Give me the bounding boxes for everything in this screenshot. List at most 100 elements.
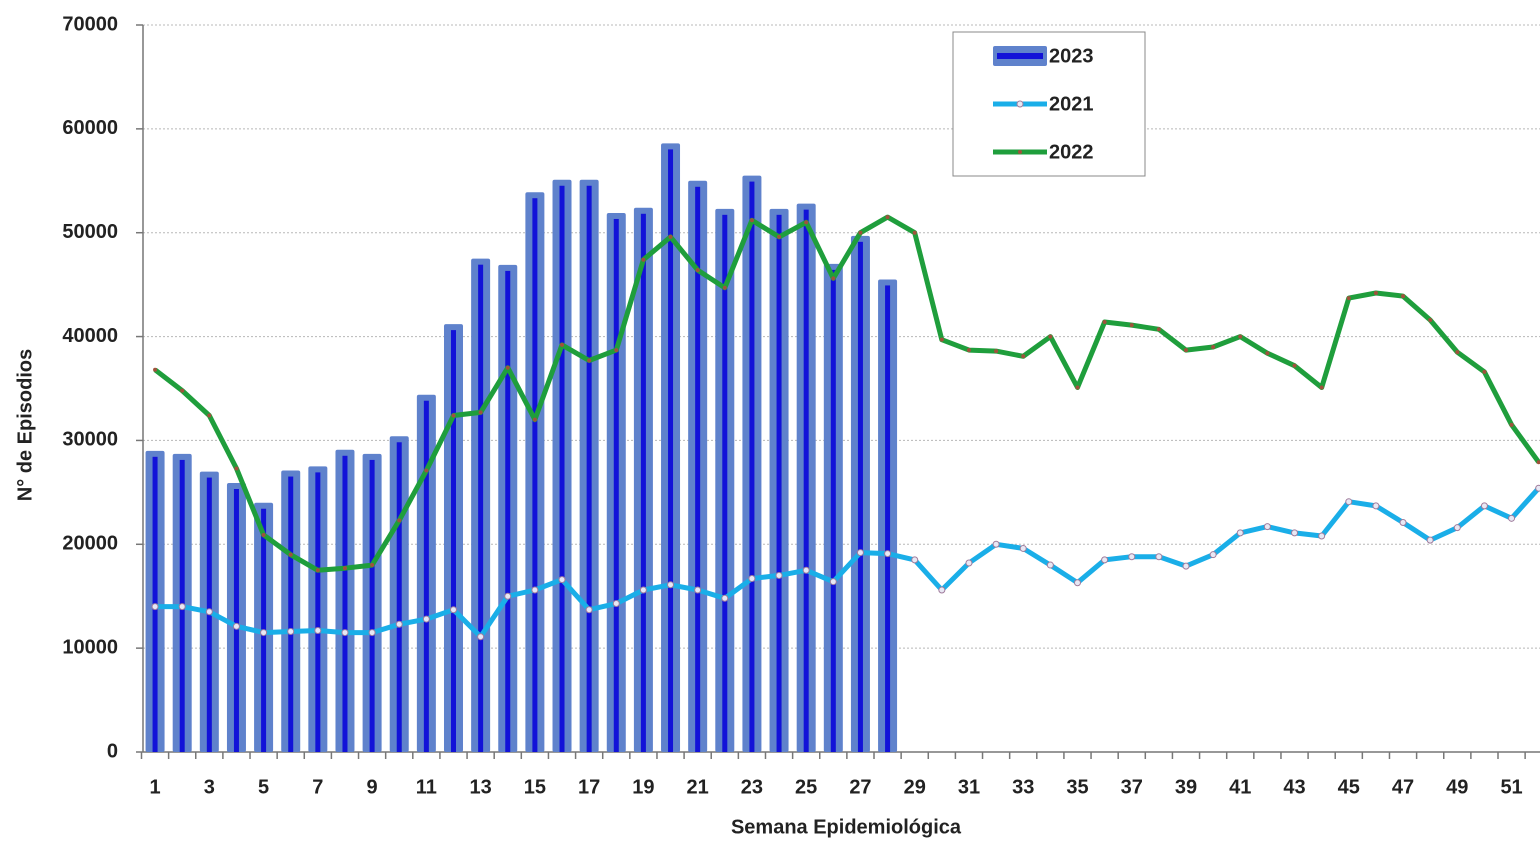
- point: [912, 230, 917, 235]
- point: [831, 276, 836, 281]
- bar-core: [803, 209, 809, 753]
- point: [858, 230, 863, 235]
- y-tick-label: 20000: [62, 533, 118, 555]
- point: [1101, 556, 1109, 564]
- x-tick-label: 11: [416, 776, 437, 798]
- point: [911, 556, 919, 564]
- bar-core: [586, 185, 592, 753]
- point: [207, 413, 212, 418]
- bar-core: [315, 472, 321, 752]
- point: [178, 603, 186, 611]
- y-axis-title: N° de Episodios: [14, 349, 36, 501]
- bar-core: [749, 181, 755, 753]
- legend-label: 2021: [1049, 93, 1094, 115]
- x-tick-label: 45: [1338, 776, 1360, 798]
- legend-label: 2023: [1049, 45, 1094, 67]
- point: [531, 586, 539, 594]
- point: [370, 563, 375, 568]
- point: [1182, 562, 1190, 570]
- point: [856, 549, 864, 557]
- point: [884, 550, 892, 558]
- bar-core: [830, 269, 836, 752]
- point: [1209, 551, 1217, 559]
- point: [1346, 296, 1351, 301]
- bar-core: [885, 285, 891, 752]
- x-tick-label: 27: [849, 776, 871, 798]
- point: [1155, 553, 1163, 561]
- x-tick-label: 17: [578, 776, 600, 798]
- x-tick-label: 43: [1283, 776, 1305, 798]
- point: [287, 628, 295, 636]
- point: [694, 586, 702, 594]
- point: [341, 629, 349, 637]
- bar-core: [423, 400, 429, 752]
- point: [966, 348, 971, 353]
- point: [449, 606, 457, 614]
- point: [1319, 385, 1324, 390]
- point: [885, 215, 890, 220]
- x-tick-label: 25: [795, 776, 817, 798]
- legend-marker: [1018, 150, 1022, 154]
- point: [1184, 348, 1189, 353]
- x-tick-label: 47: [1392, 776, 1414, 798]
- bar-core: [369, 459, 375, 752]
- bar-core: [233, 489, 239, 752]
- point: [721, 594, 729, 602]
- x-tick-label: 21: [687, 776, 709, 798]
- point: [560, 342, 565, 347]
- x-tick-label: 9: [367, 776, 378, 798]
- x-tick-label: 7: [312, 776, 323, 798]
- point: [749, 218, 754, 223]
- point: [965, 559, 973, 567]
- bar-core: [857, 241, 863, 752]
- point: [777, 234, 782, 239]
- point: [829, 578, 837, 586]
- bar-core: [695, 186, 701, 753]
- point: [1075, 385, 1080, 390]
- x-tick-label: 51: [1500, 776, 1522, 798]
- point: [994, 349, 999, 354]
- point: [1318, 532, 1326, 540]
- point: [1156, 327, 1161, 332]
- y-tick-label: 30000: [62, 429, 118, 451]
- bar-core: [559, 185, 565, 753]
- x-tick-label: 41: [1229, 776, 1251, 798]
- point: [1046, 561, 1054, 569]
- x-tick-label: 35: [1066, 776, 1088, 798]
- point: [1399, 518, 1407, 526]
- line: [155, 486, 1540, 640]
- y-tick-label: 0: [107, 740, 118, 762]
- point: [1536, 460, 1540, 465]
- point: [641, 257, 646, 262]
- point: [234, 466, 239, 471]
- point: [395, 620, 403, 628]
- bar-core: [505, 270, 511, 752]
- legend-box: [952, 31, 1146, 177]
- point: [612, 599, 620, 607]
- bar-core: [478, 264, 484, 752]
- point: [205, 608, 213, 616]
- point: [342, 566, 347, 571]
- y-tick-label: 70000: [62, 13, 118, 35]
- x-tick-label: 33: [1012, 776, 1034, 798]
- point: [314, 626, 322, 634]
- point: [1292, 363, 1297, 368]
- point: [1129, 323, 1134, 328]
- point: [585, 606, 593, 614]
- x-tick-label: 31: [958, 776, 980, 798]
- point: [1373, 290, 1378, 295]
- bar-core: [532, 198, 538, 752]
- bar-core: [776, 214, 782, 752]
- legend-swatch-core: [997, 53, 1043, 59]
- point: [804, 220, 809, 225]
- x-tick-label: 5: [258, 776, 269, 798]
- point: [748, 575, 756, 583]
- point: [1102, 320, 1107, 325]
- point: [1480, 502, 1488, 510]
- bar-core: [450, 330, 456, 752]
- point: [261, 532, 266, 537]
- point: [1401, 294, 1406, 299]
- point: [1236, 529, 1244, 537]
- bar-core: [342, 455, 348, 752]
- y-tick-label: 60000: [62, 117, 118, 139]
